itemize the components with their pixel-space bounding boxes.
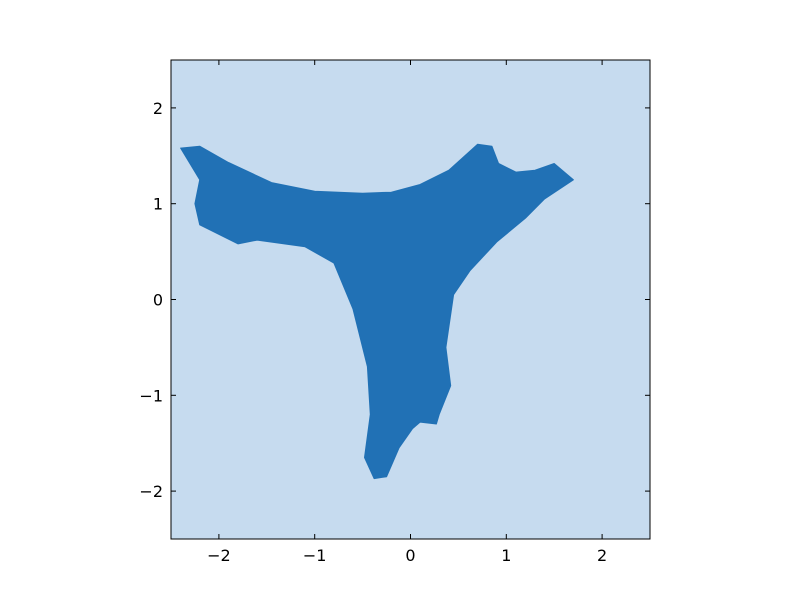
y-tick-label: 0 — [153, 291, 163, 310]
x-tick-label: 2 — [597, 546, 607, 565]
y-tick-label: 1 — [153, 195, 163, 214]
x-tick-label: −1 — [303, 546, 327, 565]
y-axis: −2 −1 0 1 2 — [139, 99, 650, 501]
x-tick-label: 0 — [405, 546, 415, 565]
filled-region — [180, 143, 574, 480]
plot-area — [170, 59, 651, 540]
x-tick-label: 1 — [501, 546, 511, 565]
x-tick-label: −2 — [207, 546, 231, 565]
y-tick-label: 2 — [153, 99, 163, 118]
x-axis: −2 −1 0 1 2 — [207, 60, 607, 565]
y-tick-label: −1 — [139, 386, 163, 405]
y-tick-label: −2 — [139, 482, 163, 501]
